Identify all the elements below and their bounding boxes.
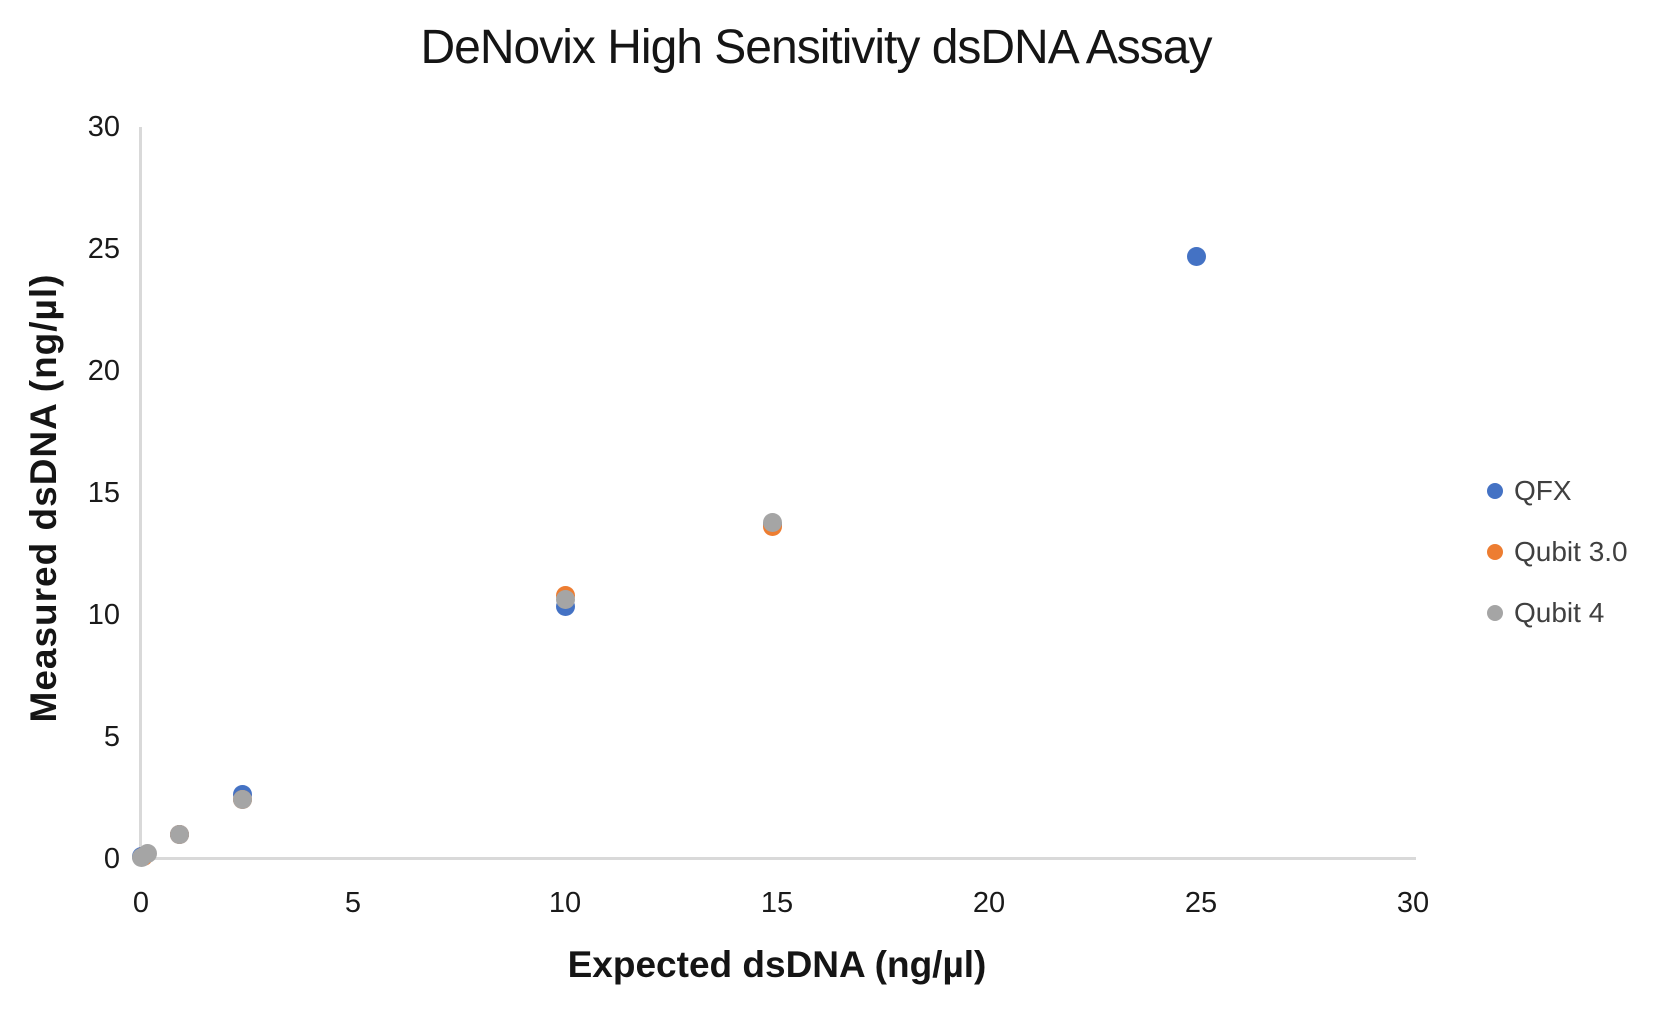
x-axis-line [139, 857, 1416, 860]
y-tick-label: 5 [103, 720, 120, 753]
x-tick-label: 5 [344, 887, 362, 919]
x-tick-label: 0 [132, 887, 150, 919]
x-tick-label: 20 [972, 887, 1006, 919]
y-axis-title: Measured dsDNA (ng/µl) [23, 273, 64, 723]
y-tick-label: 0 [103, 842, 120, 875]
y-tick-label: 15 [87, 476, 120, 509]
legend-marker-icon [1487, 483, 1503, 499]
chart-title: DeNovix High Sensitivity dsDNA Assay [420, 21, 1213, 74]
y-axis-line [139, 127, 142, 860]
x-tick-label: 30 [1396, 887, 1430, 919]
data-point-qubit-4 [137, 843, 157, 863]
x-tick-label: 25 [1184, 887, 1218, 919]
data-point-qubit-4 [169, 824, 189, 844]
legend-item-qubit-3-0: Qubit 3.0 [1487, 535, 1628, 569]
x-tick-label: 15 [760, 887, 794, 919]
legend-item-qfx: QFX [1487, 474, 1628, 508]
data-point-qubit-4 [555, 590, 575, 610]
x-axis-title: Expected dsDNA (ng/µl) [567, 944, 987, 985]
y-tick-label: 20 [87, 354, 120, 387]
y-tick-label: 10 [87, 598, 120, 631]
legend-marker-icon [1487, 605, 1503, 621]
legend-label: QFX [1514, 475, 1572, 506]
y-tick-label: 25 [87, 232, 120, 265]
data-point-qfx [1187, 246, 1207, 266]
data-point-qubit-4 [763, 512, 783, 532]
legend-item-qubit-4: Qubit 4 [1487, 596, 1628, 630]
legend: QFX Qubit 3.0 Qubit 4 [1487, 474, 1628, 657]
x-tick-label: 10 [548, 887, 582, 919]
y-tick-label: 30 [87, 111, 120, 143]
data-point-qubit-4 [233, 790, 253, 810]
legend-marker-icon [1487, 544, 1503, 560]
legend-label: Qubit 3.0 [1514, 536, 1628, 567]
legend-label: Qubit 4 [1514, 597, 1605, 628]
